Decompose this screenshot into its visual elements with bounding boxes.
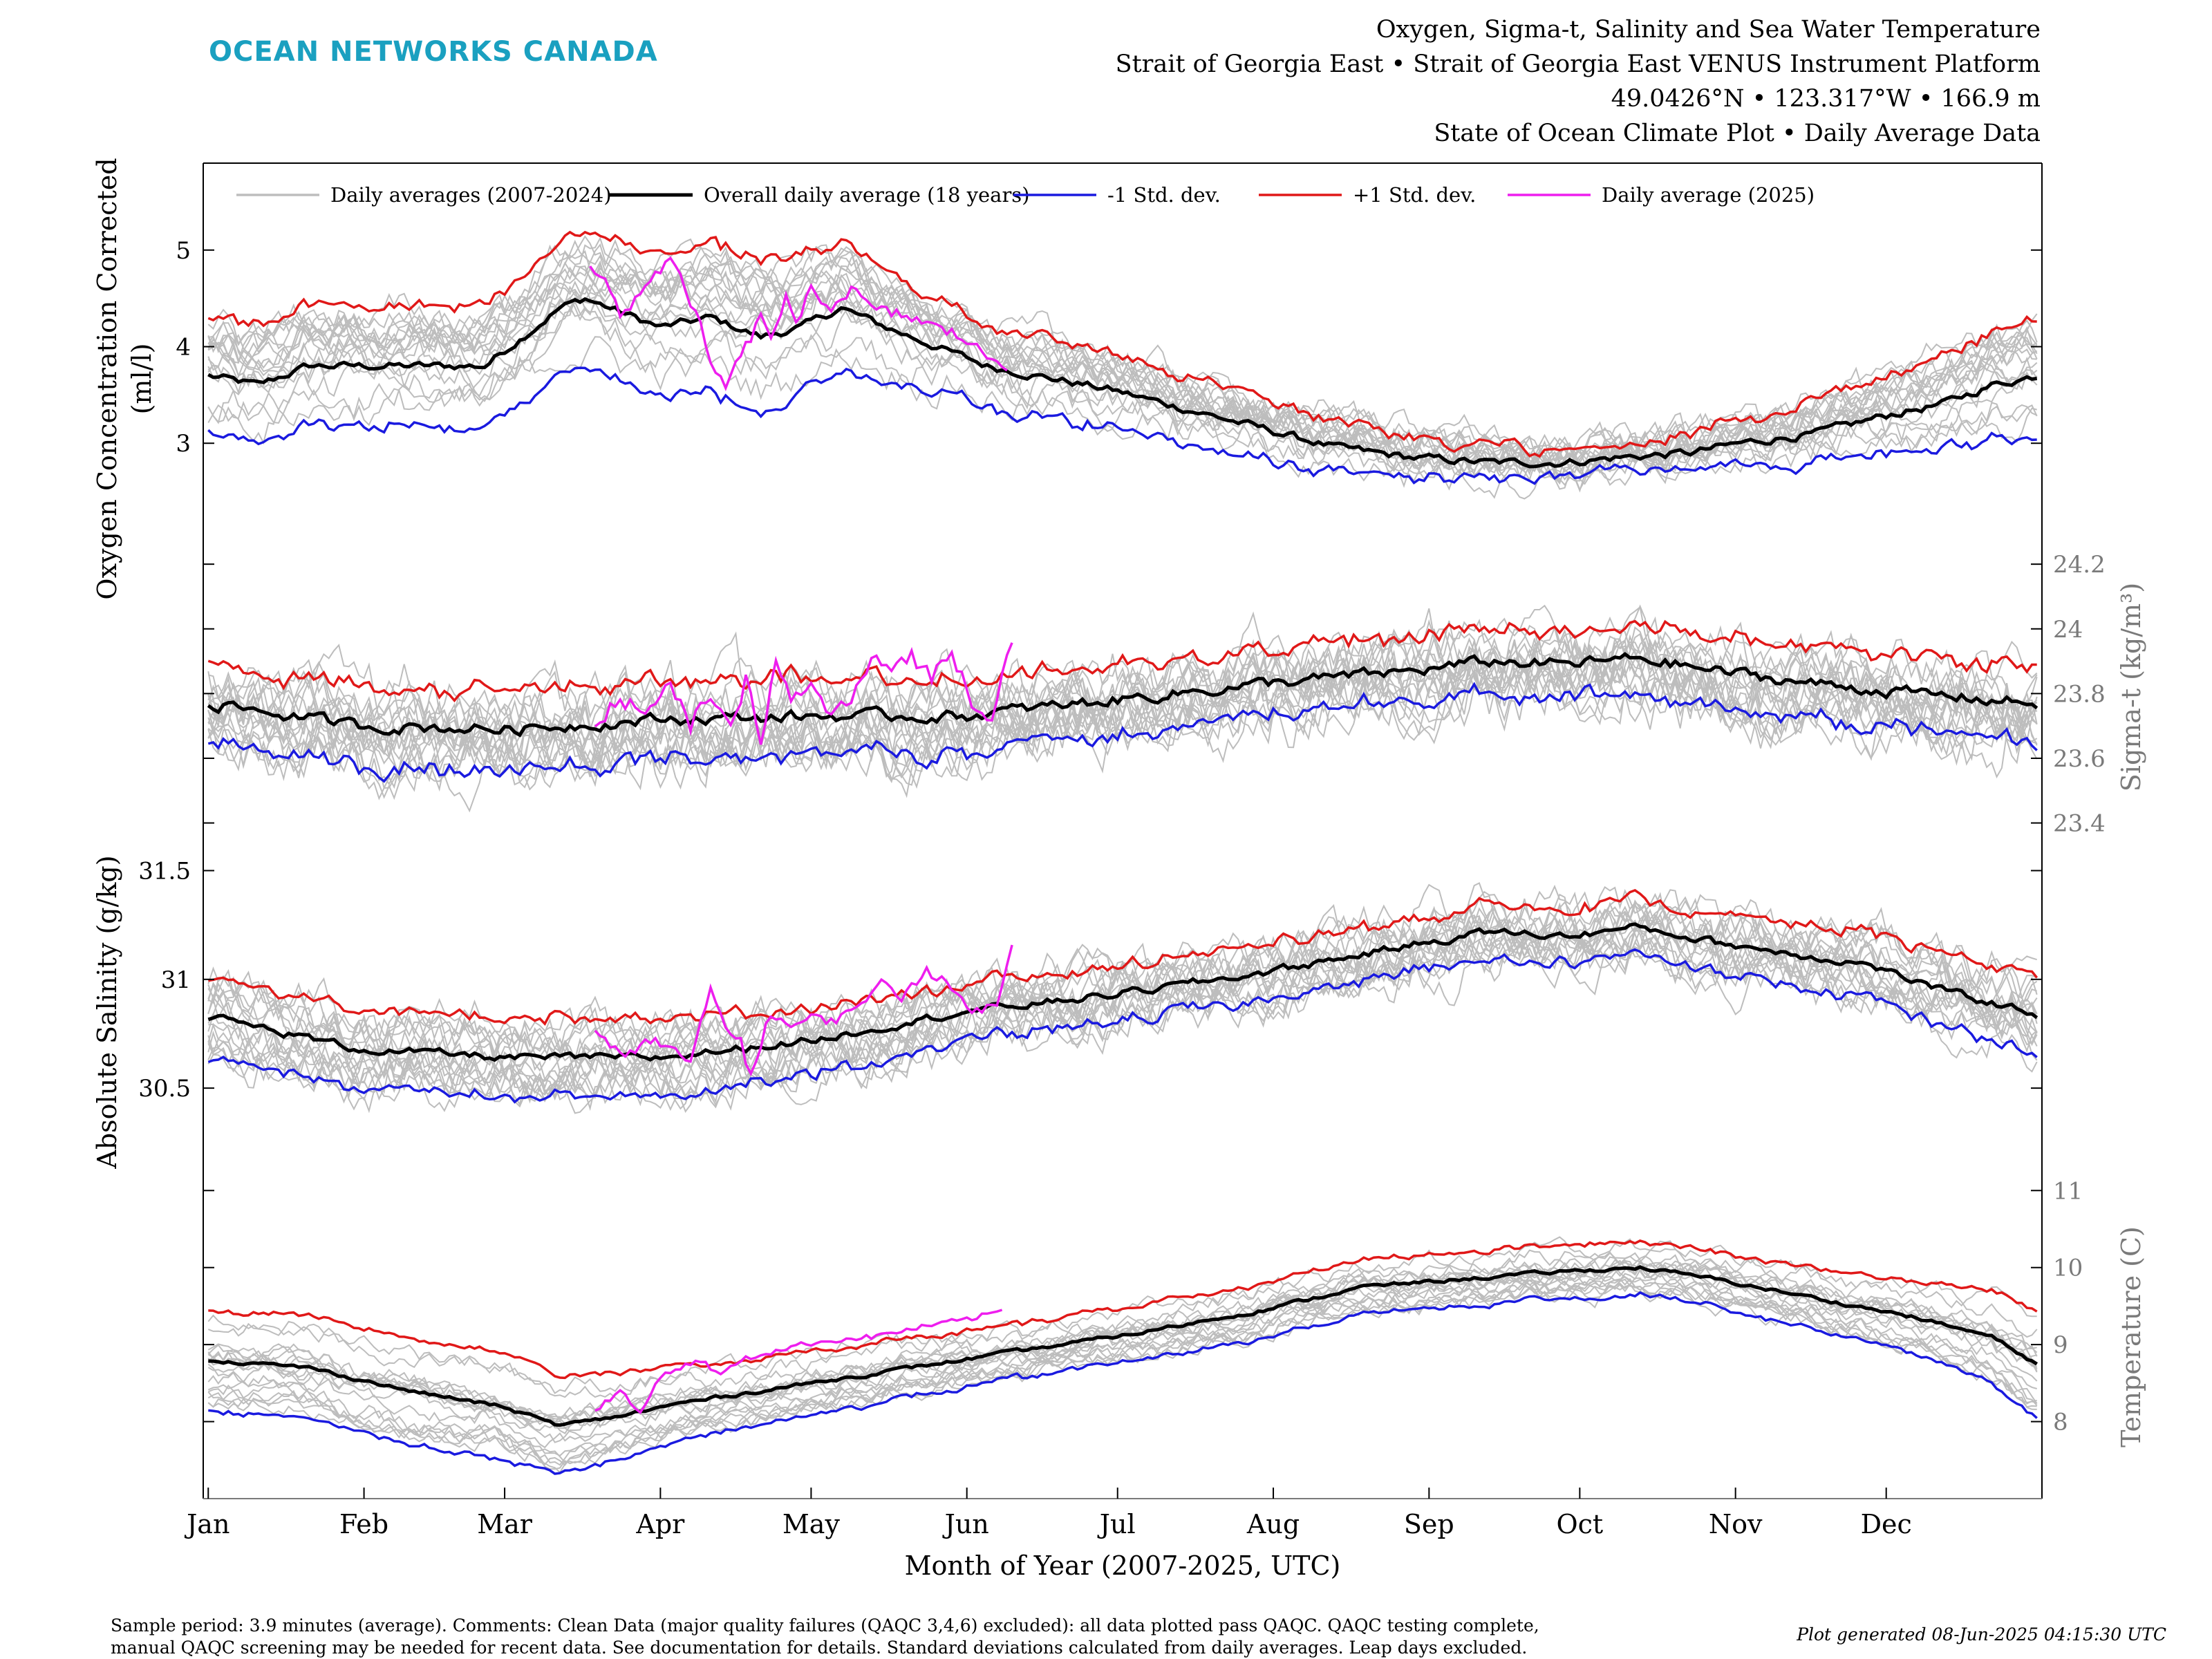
overall-daily-average-line <box>207 297 2038 469</box>
overall-daily-average-line <box>207 922 2038 1062</box>
minus-std-dev-line <box>207 366 2037 485</box>
y-tick-label: 23.8 <box>2053 680 2106 708</box>
y-tick-label: 23.4 <box>2053 810 2106 838</box>
daily-average-year-line <box>207 917 2038 1108</box>
x-tick-label-aug: Aug <box>1246 1509 1300 1539</box>
chart-legend: Daily averages (2007-2024) Overall daily … <box>236 183 1815 207</box>
x-tick-label-may: May <box>782 1509 841 1539</box>
y-tick-label: 11 <box>2053 1177 2083 1205</box>
daily-average-year-line <box>207 912 2038 1103</box>
panel-lines-oxygen <box>207 230 2038 500</box>
daily-average-year-line <box>207 630 2038 777</box>
x-tick-label-sep: Sep <box>1404 1509 1454 1539</box>
footer-note-line-1: Sample period: 3.9 minutes (average). Co… <box>111 1615 1539 1635</box>
daily-average-year-line <box>207 889 2038 1062</box>
panel-lines-sigma_t <box>207 604 2038 813</box>
legend-label: Daily averages (2007-2024) <box>330 183 612 207</box>
daily-average-2025-line <box>594 642 1013 745</box>
legend-label: -1 Std. dev. <box>1107 183 1221 207</box>
panel-temperature: 8 9 10 11 Temperature (C) <box>203 1175 2146 1499</box>
daily-average-year-line <box>207 300 2038 493</box>
minus-std-dev-line <box>207 682 2038 783</box>
y-tick-label: 24.2 <box>2053 551 2106 579</box>
x-tick-label-oct: Oct <box>1557 1509 1604 1539</box>
y-axis-title: Temperature (C) <box>2116 1226 2146 1447</box>
plus-std-dev-line <box>208 1239 2038 1380</box>
x-tick-label-dec: Dec <box>1861 1509 1912 1539</box>
legend-label: Overall daily average (18 years) <box>704 183 1030 207</box>
y-tick-label: 4 <box>176 333 191 361</box>
chart-title-line-4: State of Ocean Climate Plot • Daily Aver… <box>1434 120 2041 147</box>
daily-average-year-line <box>207 239 2038 478</box>
x-tick-label-mar: Mar <box>477 1509 533 1539</box>
legend-label: Daily average (2025) <box>1602 183 1815 207</box>
panel-salinity: 30.5 31 31.5 Absolute Salinity (g/kg) <box>92 849 2043 1175</box>
plus-std-dev-line <box>207 230 2037 458</box>
chart-title-line-2: Strait of Georgia East • Strait of Georg… <box>1115 50 2041 78</box>
panel-lines-temperature <box>207 1236 2038 1475</box>
x-axis-title: Month of Year (2007-2025, UTC) <box>905 1550 1341 1581</box>
chart-title-block: Oxygen, Sigma-t, Salinity and Sea Water … <box>1116 12 2041 151</box>
x-tick-label-jun: Jun <box>942 1509 989 1539</box>
x-tick-label-feb: Feb <box>339 1509 388 1539</box>
daily-average-year-line <box>207 882 2038 1056</box>
daily-average-year-line <box>207 892 2038 1100</box>
daily-average-year-line <box>207 291 2038 483</box>
daily-average-2025-line <box>594 944 1013 1077</box>
x-tick-label-jul: Jul <box>1097 1509 1136 1539</box>
chart-title-line-3: 49.0426°N • 123.317°W • 166.9 m <box>1611 85 2041 113</box>
plus-std-dev-line <box>207 619 2037 703</box>
y-axis-title-units: (ml/l) <box>126 344 157 415</box>
daily-average-2025-line <box>589 256 1008 391</box>
daily-average-year-line <box>207 640 2038 789</box>
daily-average-year-line <box>207 917 2038 1103</box>
daily-average-year-line <box>207 932 2038 1114</box>
daily-average-year-line <box>207 1278 2038 1470</box>
legend-label: +1 Std. dev. <box>1353 183 1476 207</box>
daily-average-year-line <box>207 1276 2037 1457</box>
y-tick-label: 10 <box>2053 1255 2083 1282</box>
y-axis-title: Oxygen Concentration Corrected <box>92 158 122 599</box>
daily-average-year-line <box>207 1236 2038 1403</box>
daily-average-year-line <box>207 611 2038 767</box>
y-tick-label: 31 <box>161 966 191 994</box>
footer-note-line-2: manual QAQC screening may be needed for … <box>111 1638 1528 1658</box>
footer-notes: Sample period: 3.9 minutes (average). Co… <box>111 1615 1539 1659</box>
y-tick-label: 9 <box>2053 1331 2068 1359</box>
panel-sigma_t: 23.4 23.6 23.8 24 24.2 Sigma-t (kg/m³) <box>203 525 2146 849</box>
overall-daily-average-line <box>208 1265 2038 1427</box>
y-tick-label: 24 <box>2053 616 2083 644</box>
plot-generated-timestamp: Plot generated 08-Jun-2025 04:15:30 UTC <box>1797 1624 2166 1644</box>
y-axis-title: Absolute Salinity (g/kg) <box>92 855 122 1169</box>
x-tick-label-jan: Jan <box>184 1509 229 1539</box>
minus-std-dev-line <box>208 1291 2038 1475</box>
daily-average-year-line <box>207 1259 2038 1426</box>
x-tick-label-nov: Nov <box>1709 1509 1763 1539</box>
panel-lines-salinity <box>207 882 2038 1114</box>
panel-oxygen: 3 4 5 Oxygen Concentration Corrected (ml/l) <box>92 158 2043 600</box>
y-tick-label: 23.6 <box>2053 745 2106 773</box>
daily-average-year-line <box>207 1282 2038 1466</box>
y-axis-title: Sigma-t (kg/m³) <box>2116 583 2146 791</box>
minus-std-dev-line <box>207 948 2038 1104</box>
y-tick-label: 30.5 <box>138 1075 191 1103</box>
y-tick-label: 31.5 <box>138 857 191 885</box>
daily-average-year-line <box>207 265 2037 477</box>
y-tick-label: 5 <box>176 237 191 265</box>
chart-title-line-1: Oxygen, Sigma-t, Salinity and Sea Water … <box>1376 16 2041 44</box>
y-tick-label: 3 <box>176 430 191 458</box>
x-tick-label-apr: Apr <box>635 1509 685 1539</box>
overall-daily-average-line <box>207 652 2038 738</box>
daily-average-year-line <box>207 894 2038 1097</box>
y-tick-label: 8 <box>2053 1409 2068 1436</box>
daily-average-year-line <box>208 906 2038 1102</box>
daily-average-year-line <box>207 1269 2037 1449</box>
daily-average-year-line <box>207 1282 2037 1466</box>
daily-average-2025-line <box>594 1309 1003 1414</box>
ocean-networks-canada-logo[interactable]: OCEAN NETWORKS CANADA <box>209 36 658 68</box>
daily-average-year-line <box>207 336 2037 500</box>
plus-std-dev-line <box>207 888 2038 1027</box>
